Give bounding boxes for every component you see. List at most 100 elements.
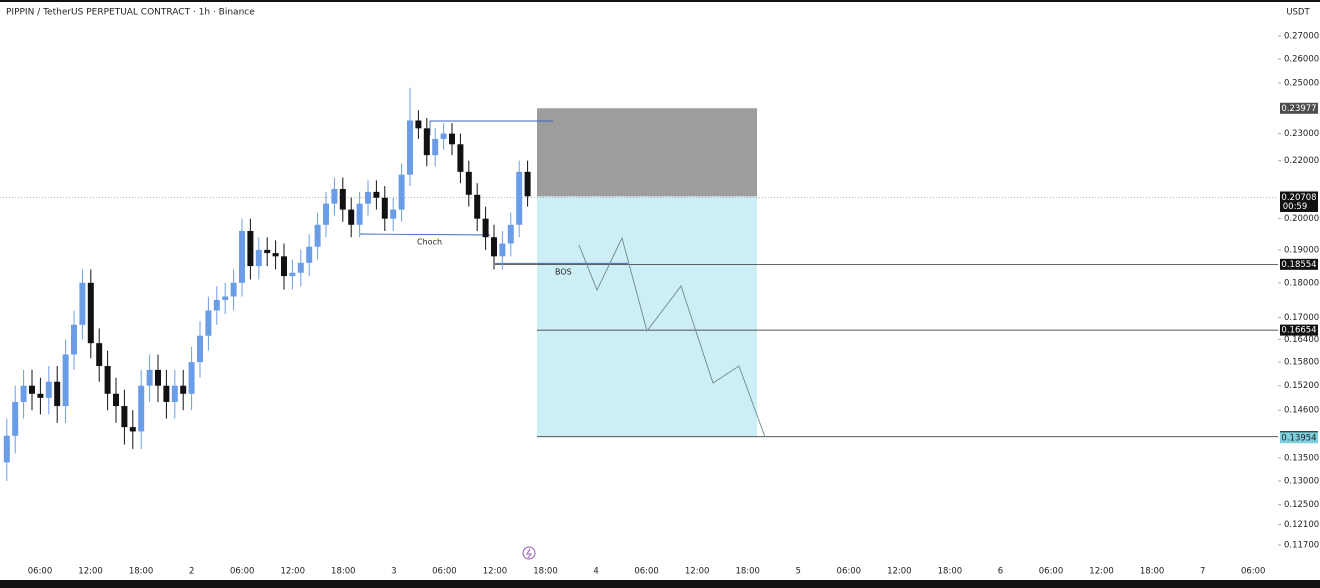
candle-body	[432, 138, 439, 156]
candle-body	[491, 237, 497, 257]
candle-body	[281, 256, 287, 277]
x-tick-label: 18:00	[735, 567, 760, 577]
x-tick-label: 12:00	[685, 567, 710, 577]
price-badge	[1280, 432, 1318, 444]
candle-body	[516, 171, 523, 225]
candle-body	[348, 209, 355, 225]
x-tick-label: 06:00	[230, 567, 255, 577]
y-tick-label: 0.15800	[1284, 358, 1319, 368]
x-tick-label: 18:00	[129, 567, 154, 577]
candle-body	[12, 401, 19, 436]
bolt	[526, 548, 532, 559]
candle-body	[306, 246, 313, 263]
candle-body	[499, 243, 506, 257]
price-badge	[1280, 258, 1318, 270]
x-tick-label: 06:00	[1039, 567, 1064, 577]
candle-body	[188, 362, 195, 394]
x-tick-label: 18:00	[1140, 567, 1165, 577]
candle-body	[255, 249, 262, 267]
candle-body	[390, 209, 397, 219]
y-tick-label: 0.12500	[1284, 500, 1319, 510]
candle-body	[180, 385, 187, 394]
candle-body	[146, 369, 153, 386]
x-tick-label: 6	[998, 567, 1003, 577]
candle-body	[121, 406, 128, 428]
x-tick-label: 12:00	[483, 567, 508, 577]
y-tick-label: 0.26000	[1284, 54, 1319, 64]
candle-body	[323, 203, 329, 225]
candle-body	[289, 272, 296, 277]
x-tick-label: 3	[391, 567, 396, 577]
candle-body	[113, 393, 119, 407]
candle-body	[54, 381, 61, 407]
y-tick-label: 0.16400	[1284, 335, 1319, 345]
last-price-label: 0.20708	[1281, 193, 1316, 203]
candle-body	[129, 427, 136, 432]
candle-body	[163, 385, 170, 402]
x-tick-label: 06:00	[28, 567, 53, 577]
candle-body	[213, 299, 220, 311]
candle-body	[62, 354, 69, 407]
price-badge-label: 0.13954	[1281, 433, 1316, 443]
y-tick-label: 0.11700	[1284, 541, 1319, 551]
target-zone	[537, 196, 757, 437]
candle-body	[205, 310, 212, 336]
candle-body	[407, 120, 413, 175]
y-tick-label: 0.13500	[1284, 453, 1319, 463]
candle-body	[297, 262, 304, 273]
candle-body	[365, 191, 371, 204]
candle-body	[474, 194, 481, 219]
candle-body	[272, 253, 279, 257]
candle-body	[155, 369, 161, 386]
x-tick-label: 2	[189, 567, 194, 577]
y-tick-label: 0.19000	[1284, 245, 1319, 255]
x-tick-label: 5	[796, 567, 801, 577]
candle-body	[449, 133, 455, 145]
price-badge-label: 0.16654	[1281, 326, 1316, 336]
candle-body	[239, 230, 245, 283]
candle-body	[507, 224, 514, 244]
x-tick-label: 06:00	[1241, 567, 1266, 577]
candle-body	[314, 224, 321, 247]
candle-body	[87, 282, 94, 344]
price-badge	[1280, 324, 1318, 336]
x-tick-label: 18:00	[331, 567, 356, 577]
candle-body	[524, 171, 531, 197]
x-tick-label: 18:00	[533, 567, 558, 577]
top-bar	[0, 0, 1320, 2]
x-tick-label: 7	[1200, 567, 1205, 577]
x-tick-label: 18:00	[938, 567, 963, 577]
x-tick-label: 12:00	[281, 567, 306, 577]
last-price-badge	[1280, 191, 1318, 212]
x-tick-label: 12:00	[78, 567, 103, 577]
y-tick-label: 0.17000	[1284, 313, 1319, 323]
y-tick-label: 0.27000	[1284, 32, 1319, 42]
candle-body	[96, 343, 103, 367]
x-tick-label: 12:00	[887, 567, 912, 577]
x-tick-label: 4	[593, 567, 598, 577]
choch-line	[359, 233, 491, 236]
candle-body	[331, 188, 338, 204]
y-tick-label: 0.18000	[1284, 278, 1319, 288]
chart-title: PIPPIN / TetherUS PERPETUAL CONTRACT · 1…	[6, 8, 255, 18]
y-tick-label: 0.22000	[1284, 156, 1319, 166]
y-tick-label: 0.15200	[1284, 381, 1319, 391]
candle-body	[104, 366, 111, 394]
replay-icon[interactable]	[522, 546, 536, 560]
countdown: 00:59	[1283, 202, 1308, 212]
price-badge	[1280, 102, 1318, 114]
candle-body	[138, 385, 145, 432]
candle-body	[79, 282, 86, 325]
candle-body	[398, 174, 405, 210]
choch-label: Choch	[417, 238, 442, 247]
candle-body	[222, 296, 229, 300]
y-tick-label: 0.12100	[1284, 520, 1319, 530]
candle-body	[440, 133, 447, 139]
stop-zone	[537, 108, 757, 197]
candle-body	[20, 385, 27, 402]
candle-body	[230, 282, 237, 297]
price-badge-label: 0.23977	[1281, 104, 1316, 114]
candle-body	[339, 188, 346, 210]
candle-body	[37, 393, 44, 398]
